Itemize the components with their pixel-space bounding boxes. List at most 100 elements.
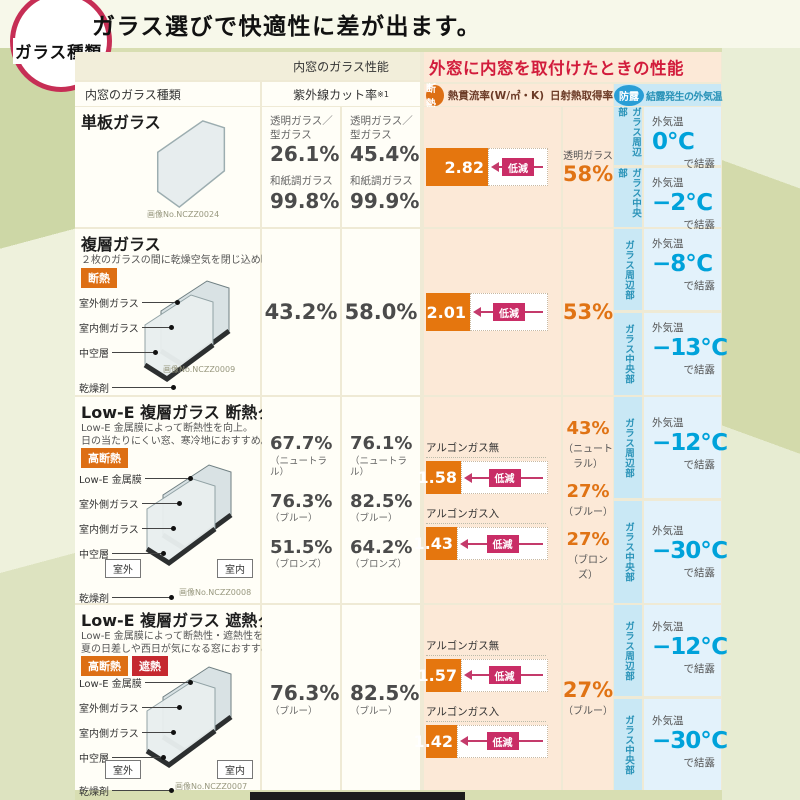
row3-image-no: 画像No.NCZZ0008 bbox=[179, 588, 252, 597]
temp-result: で結露 bbox=[683, 280, 716, 293]
outer-performance-title: 外窓に内窓を取付けたときの性能 bbox=[429, 59, 684, 78]
glass-layer-label: 室外側ガラス bbox=[79, 700, 182, 715]
uv-cut-label: 紫外線カット率 bbox=[293, 87, 378, 102]
uv-cut-footnote: ※1 bbox=[377, 89, 389, 99]
u-value-bar-fill: 1.43 bbox=[414, 527, 457, 560]
row4-name: Low-E 複層ガラス 遮熱タイプ bbox=[81, 611, 306, 630]
row4-solar-cell: 27% （ブルー） bbox=[563, 605, 613, 790]
row1-uv2-cell: 透明ガラス／ 型ガラス 45.4% 和紙調ガラス 99.9% bbox=[342, 107, 420, 227]
row1-image-no: 画像No.NCZZ0024 bbox=[147, 210, 220, 219]
row3-desc1: Low-E 金属膜によって断熱性を向上。 bbox=[81, 423, 253, 434]
reduce-badge: 低減 bbox=[488, 468, 521, 487]
glass-layer-label: 中空層 bbox=[79, 750, 166, 765]
background-decoration-right bbox=[722, 48, 800, 800]
solar-value: 53% bbox=[562, 299, 614, 324]
row1-temp-edge: 外気温 0℃ で結露 bbox=[644, 107, 721, 170]
solar-value: 27% bbox=[566, 481, 610, 503]
uv-value: 45.4% bbox=[350, 142, 420, 167]
row3-name: Low-E 複層ガラス 断熱タイプ bbox=[81, 403, 306, 422]
reduction-arrow: 低減 bbox=[473, 303, 543, 321]
header-outer-performance: 外窓に内窓を取付けたときの性能 bbox=[424, 52, 721, 82]
temp-label: 外気温 bbox=[652, 621, 684, 633]
footer-bar bbox=[250, 792, 465, 800]
uv-label: 和紙調ガラス bbox=[270, 175, 333, 188]
u-value-bar: 1.42 低減 bbox=[414, 724, 548, 758]
page-top-strip bbox=[0, 0, 800, 48]
argon-label: アルゴンガス入 bbox=[426, 506, 546, 524]
temp-label: 外気温 bbox=[652, 116, 684, 128]
glass-layer-label: 室内側ガラス bbox=[79, 521, 176, 536]
row4-desc1: Low-E 金属膜によって断熱性・遮熱性を向上。 bbox=[81, 631, 293, 642]
temp-value: −30℃ bbox=[652, 538, 728, 564]
temp-result: で結露 bbox=[683, 567, 716, 580]
reduce-badge: 低減 bbox=[486, 534, 519, 553]
solar-value: 58% bbox=[562, 162, 614, 187]
row4-zone-edge: ガラス周辺部 bbox=[614, 605, 642, 696]
glass-layer-label: 乾燥剤 bbox=[79, 783, 174, 798]
row1-zone-center: ガラス中央部 bbox=[614, 168, 642, 227]
row1-zone-edge: ガラス周辺部 bbox=[614, 107, 642, 165]
anti-dew-badge-icon: 防露 bbox=[614, 84, 644, 106]
row4-uv1-cell: 76.3% （ブルー） bbox=[262, 605, 340, 790]
temp-result: で結露 bbox=[683, 757, 716, 770]
u-value-bar-fill: 1.57 bbox=[418, 658, 461, 692]
row2-uvalue-cell: 2.01 低減 bbox=[424, 229, 561, 395]
temp-value: −8℃ bbox=[652, 251, 713, 277]
temp-label: 外気温 bbox=[652, 715, 684, 727]
uv-label: 型ガラス bbox=[350, 128, 392, 141]
glass-layer-label: Low-E 金属膜 bbox=[79, 675, 193, 690]
row3-temp-center: 外気温 −30℃ で結露 bbox=[644, 501, 728, 603]
row3-badge: 高断熱 bbox=[81, 448, 128, 468]
row2-badge: 断熱 bbox=[81, 268, 117, 288]
row3-temp-edge: 外気温 −12℃ で結露 bbox=[644, 397, 728, 498]
glass-layer-label: 乾燥剤 bbox=[79, 590, 174, 605]
row2-desc: ２枚のガラスの間に乾燥空気を閉じ込め断熱。 bbox=[81, 255, 291, 266]
solar-value: 27% bbox=[566, 528, 610, 550]
uv-value: 26.1% bbox=[270, 142, 340, 167]
row2-uv2-cell: 58.0% bbox=[342, 229, 420, 395]
glass-layer-label: 乾燥剤 bbox=[79, 380, 176, 395]
header-inner-performance: 内窓のガラス性能 bbox=[293, 59, 389, 74]
dew-condition-label: 結露発生の外気温 bbox=[646, 91, 723, 103]
insulation-badge-icon: 断熱 bbox=[426, 84, 444, 110]
zone-label: ガラス周辺部 bbox=[623, 239, 634, 300]
row3-solar-cell: 43% （ニュートラル） 27% （ブルー） 27% （ブロンズ） bbox=[563, 397, 613, 603]
uv-value: 76.3% bbox=[270, 490, 333, 512]
argon-label: アルゴンガス入 bbox=[426, 704, 546, 722]
argon-label: アルゴンガス無 bbox=[426, 638, 546, 656]
zone-label: ガラス中央部 bbox=[616, 168, 641, 218]
header-dew-band: 防露 結露発生の外気温 bbox=[614, 84, 723, 106]
outdoor-side-label: 室外 bbox=[105, 559, 141, 578]
uv-value: 76.1% bbox=[350, 433, 413, 455]
reduction-arrow: 低減 bbox=[491, 158, 543, 176]
solar-value: 43% bbox=[566, 418, 610, 440]
row2-solar-cell: 53% bbox=[563, 229, 613, 395]
reduction-arrow: 低減 bbox=[464, 666, 543, 684]
row2-temp-center: 外気温 −13℃ で結露 bbox=[644, 313, 728, 395]
row2-uv1-cell: 43.2% bbox=[262, 229, 340, 395]
solar-note: （ニュートラル） bbox=[563, 444, 613, 471]
row1-name: 単板ガラス bbox=[81, 113, 161, 132]
glass-layer-label: 室内側ガラス bbox=[79, 320, 174, 335]
page-title: ガラス選びで快適性に差が出ます。 bbox=[92, 14, 482, 40]
reduction-arrow: 低減 bbox=[460, 534, 543, 553]
u-value-bar: 1.43 低減 bbox=[414, 527, 548, 560]
row2-image-no: 画像No.NCZZ0009 bbox=[163, 365, 236, 374]
row3-uv1-cell: 67.7% （ニュートラル） 76.3% （ブルー） 51.5% （ブロンズ） bbox=[262, 397, 340, 603]
row4-uvalue-cell: アルゴンガス無 1.57 低減 アルゴンガス入 1.42 低減 bbox=[414, 605, 561, 790]
temp-label: 外気温 bbox=[652, 238, 684, 250]
row4-image-no: 画像No.NCZZ0007 bbox=[175, 782, 248, 791]
u-value-bar: 2.01 低減 bbox=[426, 293, 548, 331]
row1-uvalue-cell: 2.82 低減 bbox=[424, 107, 561, 227]
temp-result: で結露 bbox=[683, 663, 716, 676]
glass-layer-label: Low-E 金属膜 bbox=[79, 471, 193, 486]
uv-value: 82.5% bbox=[350, 681, 420, 706]
zone-label: ガラス周辺部 bbox=[623, 417, 634, 478]
reduce-badge: 低減 bbox=[486, 732, 519, 750]
zone-label: ガラス周辺部 bbox=[616, 107, 641, 157]
uv-note: （ニュートラル） bbox=[270, 455, 328, 479]
solar-note: （ブロンズ） bbox=[568, 554, 608, 581]
reduce-badge: 低減 bbox=[488, 666, 521, 684]
temp-value: −30℃ bbox=[652, 728, 728, 754]
temp-value: −2℃ bbox=[652, 190, 713, 216]
